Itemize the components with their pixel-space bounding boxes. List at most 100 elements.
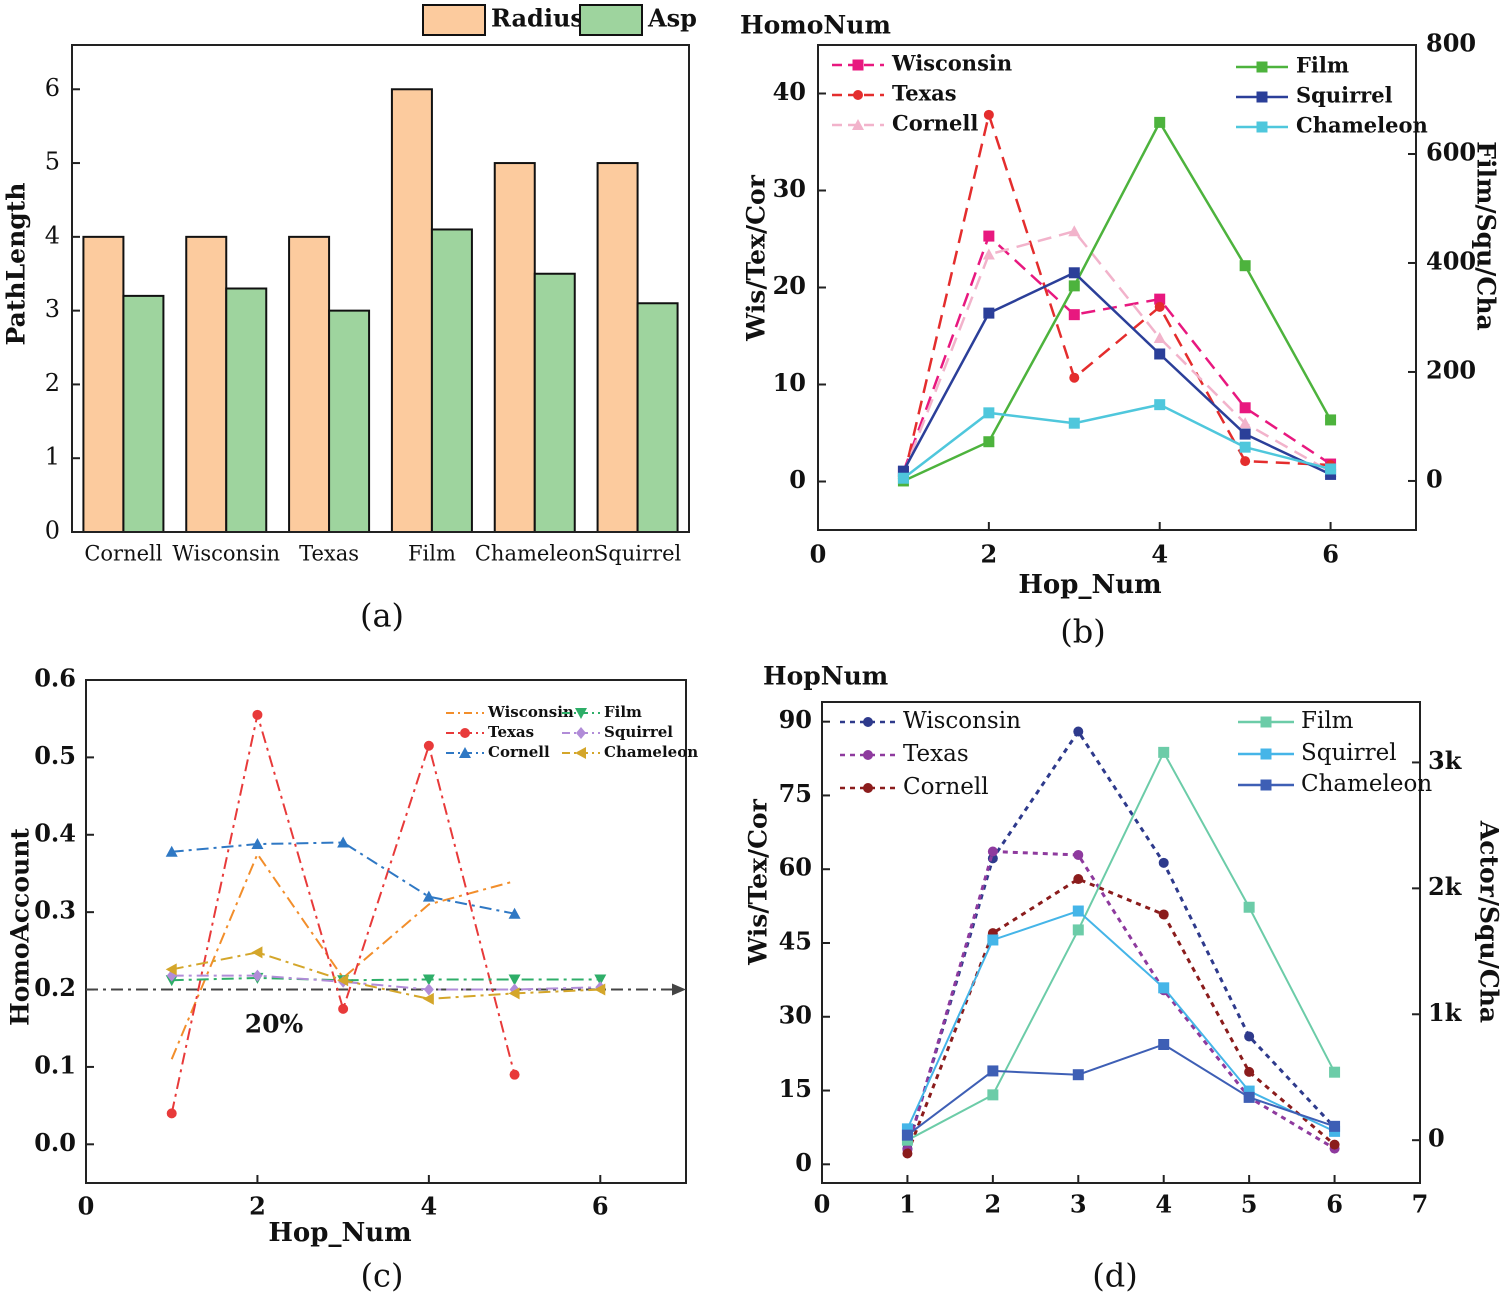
data-point-wisconsin: [1244, 1031, 1255, 1042]
y-tick-label: 90: [779, 705, 812, 734]
data-point-squirrel: [987, 934, 999, 946]
legend-label-film: Film: [1296, 53, 1349, 78]
y-tick-label: 20: [773, 271, 806, 300]
y-tick-label: 0.0: [34, 1128, 76, 1157]
data-point-film: [1239, 260, 1251, 272]
series-line-texas: [170, 714, 516, 1114]
panel-c: 0 2 4 6 0.0 0.1 0.2 0.3 0.4 0.5 0.6 20% Wisconsin Tex…: [6, 664, 699, 1295]
data-point-chameleon: [987, 1065, 999, 1077]
series-line-film: [906, 750, 1336, 1142]
bar-radius-texas: [288, 235, 331, 533]
y2-tick-label: 3k: [1428, 746, 1463, 775]
series-line-wisconsin: [902, 233, 1332, 473]
y2-tick-label: 2k: [1428, 872, 1463, 901]
legend-marker-cornell: [852, 119, 864, 130]
x-tick-label: Cornell: [84, 542, 162, 566]
plot-frame: [85, 679, 687, 1184]
data-point-film: [1325, 414, 1337, 426]
data-point-cornell: [422, 890, 435, 902]
data-point-cornell: [251, 838, 264, 850]
data-point-texas: [983, 109, 994, 120]
data-point-chameleon: [422, 992, 434, 1005]
series-line-texas: [902, 110, 1331, 479]
legend-label-cornell: Cornell: [903, 774, 989, 800]
x-tick-label: Wisconsin: [172, 542, 280, 566]
x-tick-label: 0: [78, 1192, 95, 1221]
x-tick-label: Texas: [299, 542, 359, 566]
legend-label-squirrel: Squirrel: [1301, 740, 1397, 766]
bar-radius-film: [390, 88, 433, 533]
data-point-wisconsin: [1068, 309, 1080, 321]
y2-tick-label: 1k: [1428, 998, 1463, 1027]
legend-marker-squirrel: [1260, 748, 1272, 760]
data-point-film: [508, 974, 521, 986]
bar-radius-chameleon: [493, 162, 536, 533]
y-tick-label: 0.4: [34, 818, 76, 847]
series-line-squirrel: [171, 974, 601, 991]
y-tick-label: 30: [773, 174, 806, 203]
bar-asp-texas: [328, 309, 371, 533]
series-line-squirrel: [906, 909, 1335, 1133]
data-point-film: [1072, 924, 1084, 936]
y-tick-label: 30: [779, 1000, 812, 1029]
series-line-film: [902, 119, 1332, 483]
data-point-texas: [166, 1108, 177, 1119]
x-tick-label: 6: [1322, 540, 1339, 569]
data-point-chameleon: [1239, 441, 1251, 453]
legend-label-cornell: Cornell: [892, 111, 978, 136]
data-point-chameleon: [251, 946, 263, 959]
data-point-squirrel: [252, 969, 263, 982]
legend-marker-wisconsin: [852, 59, 864, 71]
y-tick-label: 6: [45, 74, 60, 102]
y2-tick-label: 0: [1428, 1124, 1445, 1153]
data-point-cornell: [1244, 1066, 1255, 1077]
legend-marker-film: [1260, 716, 1272, 728]
data-point-chameleon: [1329, 1120, 1341, 1132]
data-point-squirrel: [423, 983, 434, 996]
legend-marker-squirrel: [1256, 91, 1268, 103]
x-tick-label: 3: [1070, 1190, 1087, 1219]
data-point-film: [1329, 1066, 1341, 1078]
data-point-cornell: [982, 248, 995, 260]
y-tick-label: 0.3: [34, 896, 76, 925]
caption: (b): [1060, 613, 1105, 651]
data-point-wisconsin: [1158, 857, 1169, 868]
data-point-texas: [509, 1069, 520, 1080]
y2-tick-label: 800: [1426, 29, 1476, 58]
data-point-squirrel: [983, 307, 995, 319]
y-tick-label: 0.1: [34, 1050, 76, 1079]
data-point-chameleon: [1154, 399, 1166, 411]
series-line-squirrel: [902, 271, 1332, 476]
legend-marker-cornell: [863, 783, 873, 793]
data-point-chameleon: [594, 983, 606, 996]
data-point-chameleon: [897, 472, 909, 484]
legend-label-cornell: Cornell: [488, 743, 550, 761]
data-point-texas: [987, 846, 998, 857]
y-tick-label: 0.6: [34, 664, 76, 693]
data-point-chameleon: [508, 987, 520, 1000]
caption: (a): [360, 597, 404, 635]
y-axis-label: PathLength: [2, 183, 31, 346]
y-tick-label: 60: [779, 853, 812, 882]
y2-axis-label: Actor/Squ/Cha: [1475, 820, 1504, 1023]
data-point-chameleon: [1068, 417, 1080, 429]
data-point-chameleon: [1243, 1091, 1255, 1103]
chart-title: HopNum: [763, 662, 888, 691]
data-point-chameleon: [1158, 1038, 1170, 1050]
legend-label-wisconsin: Wisconsin: [891, 51, 1012, 76]
data-point-wisconsin: [1239, 402, 1251, 414]
data-point-film: [983, 436, 995, 448]
y-tick-label: 1: [45, 443, 60, 471]
data-point-wisconsin: [983, 230, 995, 242]
x-tick-label: 2: [981, 540, 998, 569]
legend-marker-chameleon: [1256, 121, 1268, 133]
data-point-cornell: [508, 907, 521, 919]
x-tick-label: 4: [421, 1192, 438, 1221]
legend-marker-texas: [853, 90, 863, 100]
legend-swatch-radius: [422, 4, 486, 36]
annotation-20-percent: 20%: [245, 1010, 304, 1039]
legend-label-wisconsin: Wisconsin: [903, 708, 1021, 734]
data-point-cornell: [1073, 874, 1084, 885]
x-tick-label: Chameleon: [475, 542, 595, 566]
